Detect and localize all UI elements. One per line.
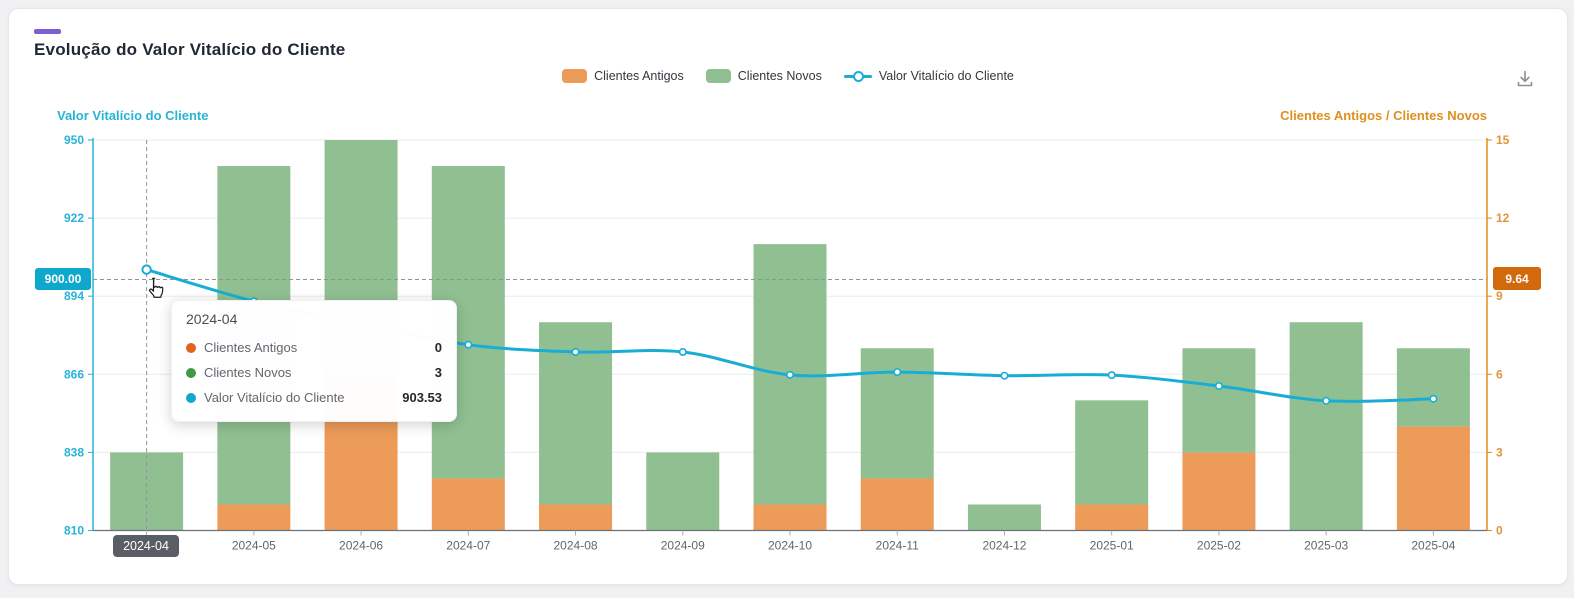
series-dot-icon <box>186 392 196 403</box>
tooltip-series-value: 903.53 <box>402 390 442 405</box>
svg-text:2025-01: 2025-01 <box>1090 539 1134 553</box>
bar-segment-antigos[interactable] <box>1075 504 1149 531</box>
svg-text:2024-08: 2024-08 <box>554 539 598 553</box>
line-point[interactable] <box>1107 371 1116 380</box>
series-dot-icon <box>186 367 196 378</box>
download-icon <box>1517 70 1533 87</box>
svg-text:866: 866 <box>64 367 84 381</box>
legend-item-clientes-novos[interactable]: Clientes Novos <box>705 69 822 83</box>
page-title: Evolução do Valor Vitalício do Cliente <box>34 40 346 59</box>
series-dot-icon <box>186 342 196 353</box>
tooltip-series-value: 0 <box>434 340 442 355</box>
bar-segment-antigos[interactable] <box>431 478 505 531</box>
tooltip-series-label: Clientes Novos <box>204 365 292 380</box>
bar-segment-novos[interactable] <box>860 348 934 479</box>
legend: Clientes Antigos Clientes Novos Valor Vi… <box>9 66 1567 86</box>
bar-segment-antigos[interactable] <box>539 504 613 531</box>
bar-swatch-icon <box>705 69 731 83</box>
svg-text:6: 6 <box>1496 367 1503 381</box>
svg-text:838: 838 <box>64 445 84 459</box>
tooltip-series-label: Valor Vitalício do Cliente <box>204 390 345 405</box>
svg-text:2024-09: 2024-09 <box>661 539 705 553</box>
svg-text:3: 3 <box>1496 445 1503 459</box>
svg-text:2024-12: 2024-12 <box>982 539 1026 553</box>
x-axis-pointer-badge: 2024-04 <box>113 535 179 557</box>
bar-segment-novos[interactable] <box>1075 400 1149 505</box>
svg-text:2024-11: 2024-11 <box>876 539 919 553</box>
tooltip-row: Valor Vitalício do Cliente 903.53 <box>186 385 442 410</box>
bar-segment-antigos[interactable] <box>1396 426 1470 531</box>
accent-dash <box>34 29 61 34</box>
svg-text:922: 922 <box>64 211 84 225</box>
tooltip-series-value: 3 <box>434 365 442 380</box>
tooltip-series-label: Clientes Antigos <box>204 340 298 355</box>
svg-text:894: 894 <box>64 289 84 303</box>
svg-text:810: 810 <box>64 524 84 538</box>
bar-segment-antigos[interactable] <box>1182 452 1256 531</box>
line-point[interactable] <box>893 368 902 377</box>
chart-tooltip: 2024-04 Clientes Antigos 0 Clientes Novo… <box>171 300 457 422</box>
line-point[interactable] <box>1322 396 1331 405</box>
line-point[interactable] <box>1000 371 1009 380</box>
line-point[interactable] <box>141 264 152 275</box>
bar-segment-novos[interactable] <box>1396 348 1470 427</box>
bar-segment-novos[interactable] <box>1182 348 1256 453</box>
legend-item-clientes-antigos[interactable]: Clientes Antigos <box>562 69 684 83</box>
line-point[interactable] <box>678 347 687 356</box>
tooltip-row: Clientes Antigos 0 <box>186 335 442 360</box>
line-point[interactable] <box>785 370 794 379</box>
ltv-line-markers <box>141 264 1438 405</box>
legend-label: Clientes Novos <box>737 69 822 83</box>
legend-item-valor-vitalicio[interactable]: Valor Vitalício do Cliente <box>843 69 1014 83</box>
svg-text:2025-02: 2025-02 <box>1197 539 1241 553</box>
bar-segment-antigos[interactable] <box>217 504 291 531</box>
right-axis-title: Clientes Antigos / Clientes Novos <box>1280 108 1487 123</box>
bar-segment-antigos[interactable] <box>860 478 934 531</box>
mouse-cursor-hand-icon <box>149 277 164 298</box>
chart-plot[interactable]: 950 922 894 866 838 810 15 12 9 6 3 0 2024-04 2024-05… <box>9 9 1567 584</box>
bar-segment-novos[interactable] <box>967 504 1041 531</box>
legend-label: Clientes Antigos <box>594 69 684 83</box>
axis-pointer-crosshair <box>93 140 1487 531</box>
tooltip-row: Clientes Novos 3 <box>186 360 442 385</box>
svg-text:2024-06: 2024-06 <box>339 539 383 553</box>
svg-text:12: 12 <box>1496 211 1510 225</box>
left-axis-title: Valor Vitalício do Cliente <box>57 108 209 123</box>
right-axis-pointer-badge: 9.64 <box>1493 267 1541 290</box>
chart-card: Evolução do Valor Vitalício do Cliente C… <box>8 8 1568 585</box>
axes <box>88 138 1492 536</box>
bar-swatch-icon <box>562 69 588 83</box>
tooltip-title: 2024-04 <box>186 311 238 327</box>
svg-text:2024-10: 2024-10 <box>768 539 812 553</box>
svg-text:2025-04: 2025-04 <box>1411 539 1455 553</box>
svg-text:2025-03: 2025-03 <box>1304 539 1348 553</box>
legend-label: Valor Vitalício do Cliente <box>878 69 1014 83</box>
svg-text:2024-05: 2024-05 <box>232 539 276 553</box>
svg-text:2024-07: 2024-07 <box>446 539 490 553</box>
bar-segment-novos[interactable] <box>1289 322 1363 531</box>
left-axis-pointer-badge: 900.00 <box>35 268 91 290</box>
line-point[interactable] <box>1214 382 1223 391</box>
bar-segment-antigos[interactable] <box>753 504 827 531</box>
line-swatch-icon <box>843 69 872 83</box>
svg-text:15: 15 <box>1496 133 1510 147</box>
line-point[interactable] <box>571 347 580 356</box>
line-point[interactable] <box>1429 394 1438 403</box>
svg-text:0: 0 <box>1496 524 1503 538</box>
bar-segment-novos[interactable] <box>646 452 720 531</box>
line-point[interactable] <box>464 340 473 349</box>
svg-text:9: 9 <box>1496 289 1503 303</box>
download-button[interactable] <box>1511 65 1539 93</box>
svg-text:950: 950 <box>64 133 84 147</box>
